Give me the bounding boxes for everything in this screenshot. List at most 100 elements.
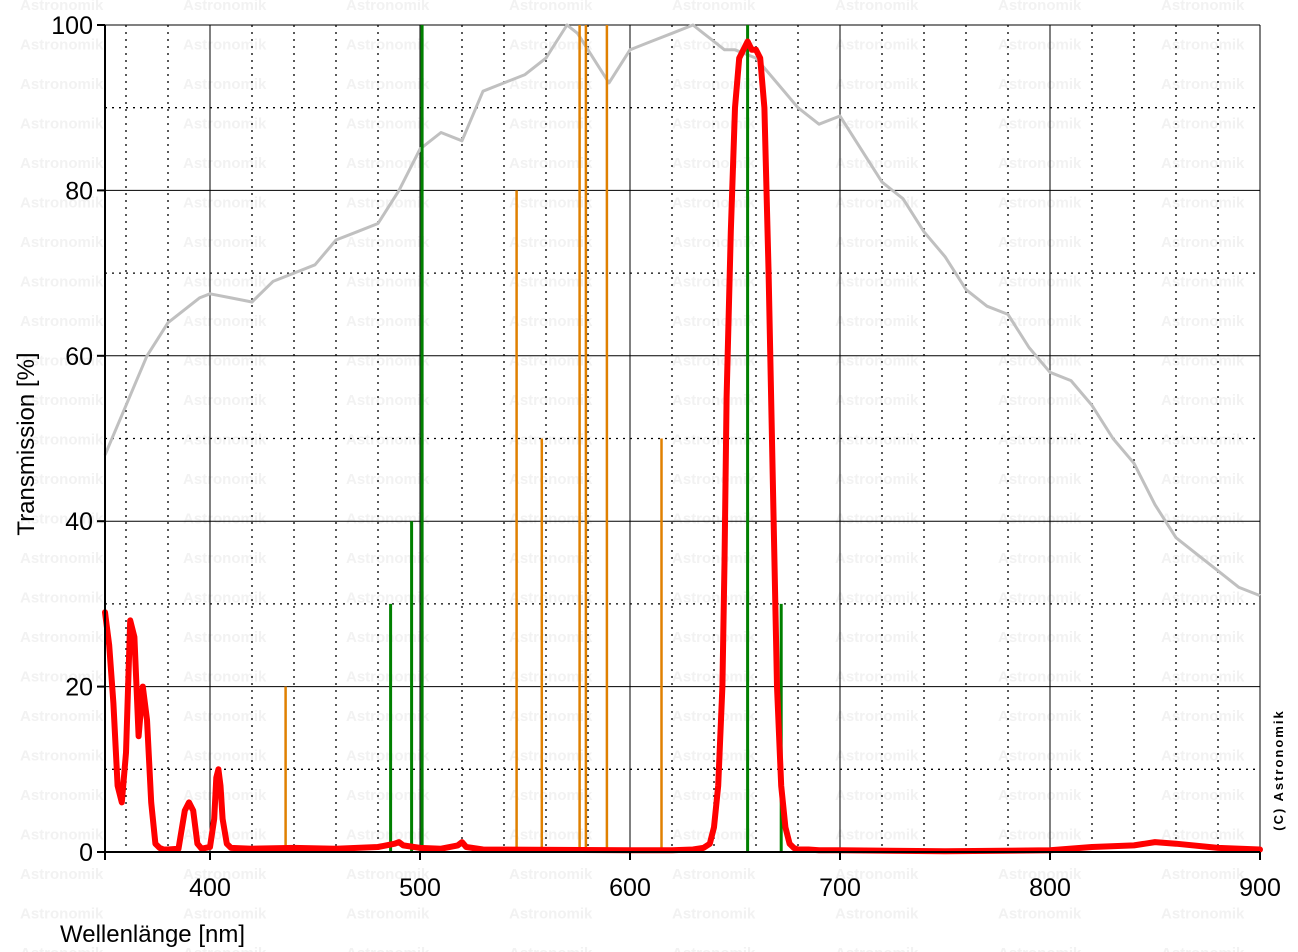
- watermark-text: Astronomik: [835, 550, 919, 567]
- x-tick-label: 600: [609, 874, 651, 902]
- watermark-text: Astronomik: [835, 274, 919, 291]
- watermark-text: Astronomik: [183, 37, 267, 54]
- watermark-text: Astronomik: [20, 471, 104, 488]
- copyright-credit: (C) Astronomik: [1271, 709, 1286, 830]
- watermark-text: Astronomik: [835, 37, 919, 54]
- watermark-text: Astronomik: [998, 432, 1082, 449]
- watermark-text: Astronomik: [183, 906, 267, 923]
- watermark-text: Astronomik: [672, 155, 756, 172]
- watermark-text: Astronomik: [183, 0, 267, 14]
- watermark-text: Astronomik: [998, 787, 1082, 804]
- watermark-text: Astronomik: [509, 511, 593, 528]
- watermark-text: Astronomik: [346, 234, 430, 251]
- y-tick-label: 80: [65, 177, 93, 205]
- watermark-text: Astronomik: [183, 511, 267, 528]
- watermark-text: Astronomik: [509, 906, 593, 923]
- watermark-text: Astronomik: [1161, 906, 1245, 923]
- axes: [97, 24, 1261, 860]
- watermark-text: Astronomik: [20, 590, 104, 607]
- watermark-text: Astronomik: [183, 629, 267, 646]
- watermark-text: Astronomik: [672, 471, 756, 488]
- watermark-text: Astronomik: [346, 0, 430, 14]
- watermark-text: Astronomik: [835, 195, 919, 212]
- watermark-text: Astronomik: [998, 748, 1082, 765]
- watermark-text: Astronomik: [183, 787, 267, 804]
- watermark-text: Astronomik: [835, 0, 919, 14]
- watermark-text: Astronomik: [835, 116, 919, 133]
- watermark-text: Astronomik: [20, 906, 104, 923]
- watermark-text: Astronomik: [346, 906, 430, 923]
- watermark-text: Astronomik: [672, 590, 756, 607]
- watermark-text: Astronomik: [835, 590, 919, 607]
- watermark-text: Astronomik: [20, 392, 104, 409]
- watermark-text: Astronomik: [20, 748, 104, 765]
- watermark-text: Astronomik: [998, 471, 1082, 488]
- watermark-text: Astronomik: [20, 234, 104, 251]
- watermark-text: Astronomik: [20, 629, 104, 646]
- watermark-text: Astronomik: [672, 748, 756, 765]
- watermark-text: Astronomik: [183, 708, 267, 725]
- watermark-text: Astronomik: [509, 274, 593, 291]
- watermark-text: Astronomik: [20, 0, 104, 14]
- watermark-text: Astronomik: [509, 787, 593, 804]
- watermark-text: Astronomik: [1161, 195, 1245, 212]
- watermark-text: Astronomik: [183, 550, 267, 567]
- watermark-text: Astronomik: [509, 748, 593, 765]
- watermark-text: Astronomik: [346, 274, 430, 291]
- x-tick-label: 400: [189, 874, 231, 902]
- watermark-text: Astronomik: [346, 155, 430, 172]
- watermark-text: Astronomik: [183, 432, 267, 449]
- watermark-text: Astronomik: [346, 550, 430, 567]
- watermark-text: Astronomik: [20, 827, 104, 844]
- watermark-text: Astronomik: [835, 629, 919, 646]
- watermark-text: Astronomik: [1161, 629, 1245, 646]
- watermark-text: Astronomik: [346, 629, 430, 646]
- watermark-text: Astronomik: [1161, 155, 1245, 172]
- watermark-text: Astronomik: [346, 116, 430, 133]
- y-tick-label: 0: [79, 839, 93, 867]
- watermark-text: Astronomik: [998, 669, 1082, 686]
- watermark-text: Astronomik: [998, 195, 1082, 212]
- watermark-text: Astronomik: [998, 234, 1082, 251]
- watermark-text: Astronomik: [509, 313, 593, 330]
- watermark-text: Astronomik: [1161, 274, 1245, 291]
- watermark-text: Astronomik: [346, 313, 430, 330]
- watermark-text: Astronomik: [509, 708, 593, 725]
- watermark-text: Astronomik: [998, 116, 1082, 133]
- watermark-text: Astronomik: [20, 116, 104, 133]
- watermark-text: Astronomik: [509, 590, 593, 607]
- watermark-text: Astronomik: [20, 787, 104, 804]
- watermark-text: Astronomik: [1161, 76, 1245, 93]
- watermark-text: Astronomik: [835, 511, 919, 528]
- watermark-text: Astronomik: [998, 945, 1082, 952]
- watermark-text: Astronomik: [183, 76, 267, 93]
- watermark-text: Astronomik: [509, 0, 593, 14]
- y-tick-label: 100: [51, 12, 93, 40]
- watermark-text: Astronomik: [1161, 787, 1245, 804]
- watermark-text: Astronomik: [1161, 234, 1245, 251]
- watermark-text: Astronomik: [20, 708, 104, 725]
- watermark-text: Astronomik: [20, 274, 104, 291]
- watermark-text: Astronomik: [672, 392, 756, 409]
- watermark-text: Astronomik: [346, 866, 430, 883]
- watermark-text: Astronomik: [509, 669, 593, 686]
- watermark-text: Astronomik: [1161, 866, 1245, 883]
- watermark-text: Astronomik: [509, 76, 593, 93]
- watermark-text: Astronomik: [1161, 708, 1245, 725]
- watermark-text: Astronomik: [998, 37, 1082, 54]
- x-tick-label: 900: [1239, 874, 1281, 902]
- watermark-text: Astronomik: [183, 669, 267, 686]
- watermark-text: Astronomik: [1161, 590, 1245, 607]
- watermark-text: Astronomik: [183, 313, 267, 330]
- watermark-text: Astronomik: [509, 195, 593, 212]
- watermark-text: Astronomik: [509, 471, 593, 488]
- watermark-text: Astronomik: [672, 76, 756, 93]
- watermark-text: Astronomik: [20, 155, 104, 172]
- watermark-text: Astronomik: [183, 353, 267, 370]
- watermark-text: Astronomik: [998, 392, 1082, 409]
- watermark-text: Astronomik: [183, 116, 267, 133]
- watermark-text: Astronomik: [346, 432, 430, 449]
- watermark-text: Astronomik: [672, 906, 756, 923]
- sensor-qe-curve: [103, 23, 1261, 597]
- watermark-text: Astronomik: [1161, 0, 1245, 14]
